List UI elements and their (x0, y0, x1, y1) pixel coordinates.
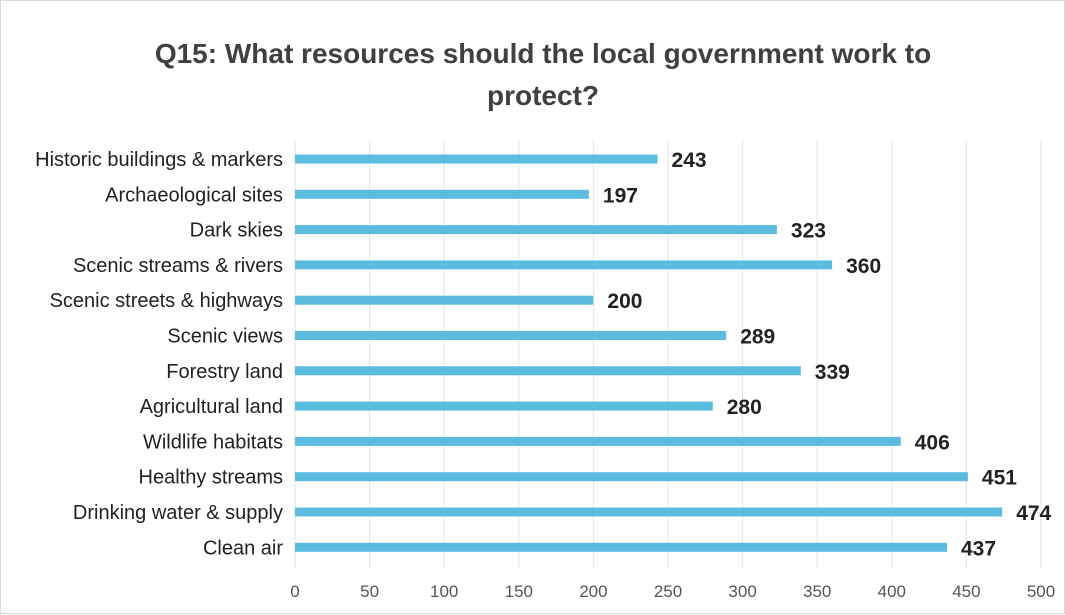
chart-title-line-2: protect? (487, 80, 599, 111)
data-label: 323 (791, 220, 826, 243)
x-tick-label: 200 (579, 582, 607, 601)
x-tick-label: 400 (878, 582, 906, 601)
x-tick-label: 150 (505, 582, 533, 601)
x-tick-label: 450 (952, 582, 980, 601)
gridlines (294, 141, 1042, 569)
category-label: Forestry land (166, 361, 283, 383)
bar (295, 436, 901, 446)
chart-title-line-1: Q15: What resources should the local gov… (155, 38, 931, 69)
x-tick-label: 50 (360, 582, 379, 601)
bar (295, 295, 594, 305)
bars (295, 154, 1003, 552)
x-tick-label: 300 (728, 582, 756, 601)
data-label: 243 (672, 149, 707, 172)
category-label: Wildlife habitats (143, 431, 283, 453)
x-tick-label: 100 (430, 582, 458, 601)
data-label: 360 (846, 255, 881, 278)
x-tick-label: 250 (654, 582, 682, 601)
bar (295, 225, 777, 235)
category-label: Scenic views (167, 326, 283, 348)
x-tick-label: 0 (290, 582, 299, 601)
category-label: Historic buildings & markers (35, 149, 283, 171)
category-label: Scenic streams & rivers (73, 255, 283, 277)
category-label: Healthy streams (139, 467, 284, 489)
category-label: Scenic streets & highways (50, 290, 283, 312)
category-label: Agricultural land (140, 396, 283, 418)
category-label: Clean air (203, 537, 283, 559)
bar (295, 331, 727, 340)
category-label: Archaeological sites (105, 184, 283, 206)
bar (295, 401, 713, 411)
bar (295, 154, 658, 164)
category-label: Dark skies (190, 220, 283, 242)
x-tick-label: 500 (1027, 582, 1055, 601)
bar (295, 507, 1003, 517)
bar (295, 189, 589, 199)
labels: 0 50 100 150 200 250 300 350 400 450 500 Historic b… (35, 149, 1055, 601)
bar (295, 542, 948, 552)
x-tick-label: 350 (803, 582, 831, 601)
data-label: 339 (815, 361, 850, 384)
category-label: Drinking water & supply (73, 502, 283, 524)
data-label: 280 (727, 396, 762, 419)
data-label: 437 (961, 537, 996, 560)
data-label: 289 (740, 326, 775, 349)
bar (295, 366, 801, 376)
data-label: 451 (982, 467, 1017, 490)
bar (295, 472, 968, 482)
bar (295, 260, 833, 270)
data-label: 474 (1016, 502, 1051, 525)
data-label: 406 (915, 431, 950, 454)
data-label: 200 (607, 290, 642, 313)
data-label: 197 (603, 184, 638, 207)
